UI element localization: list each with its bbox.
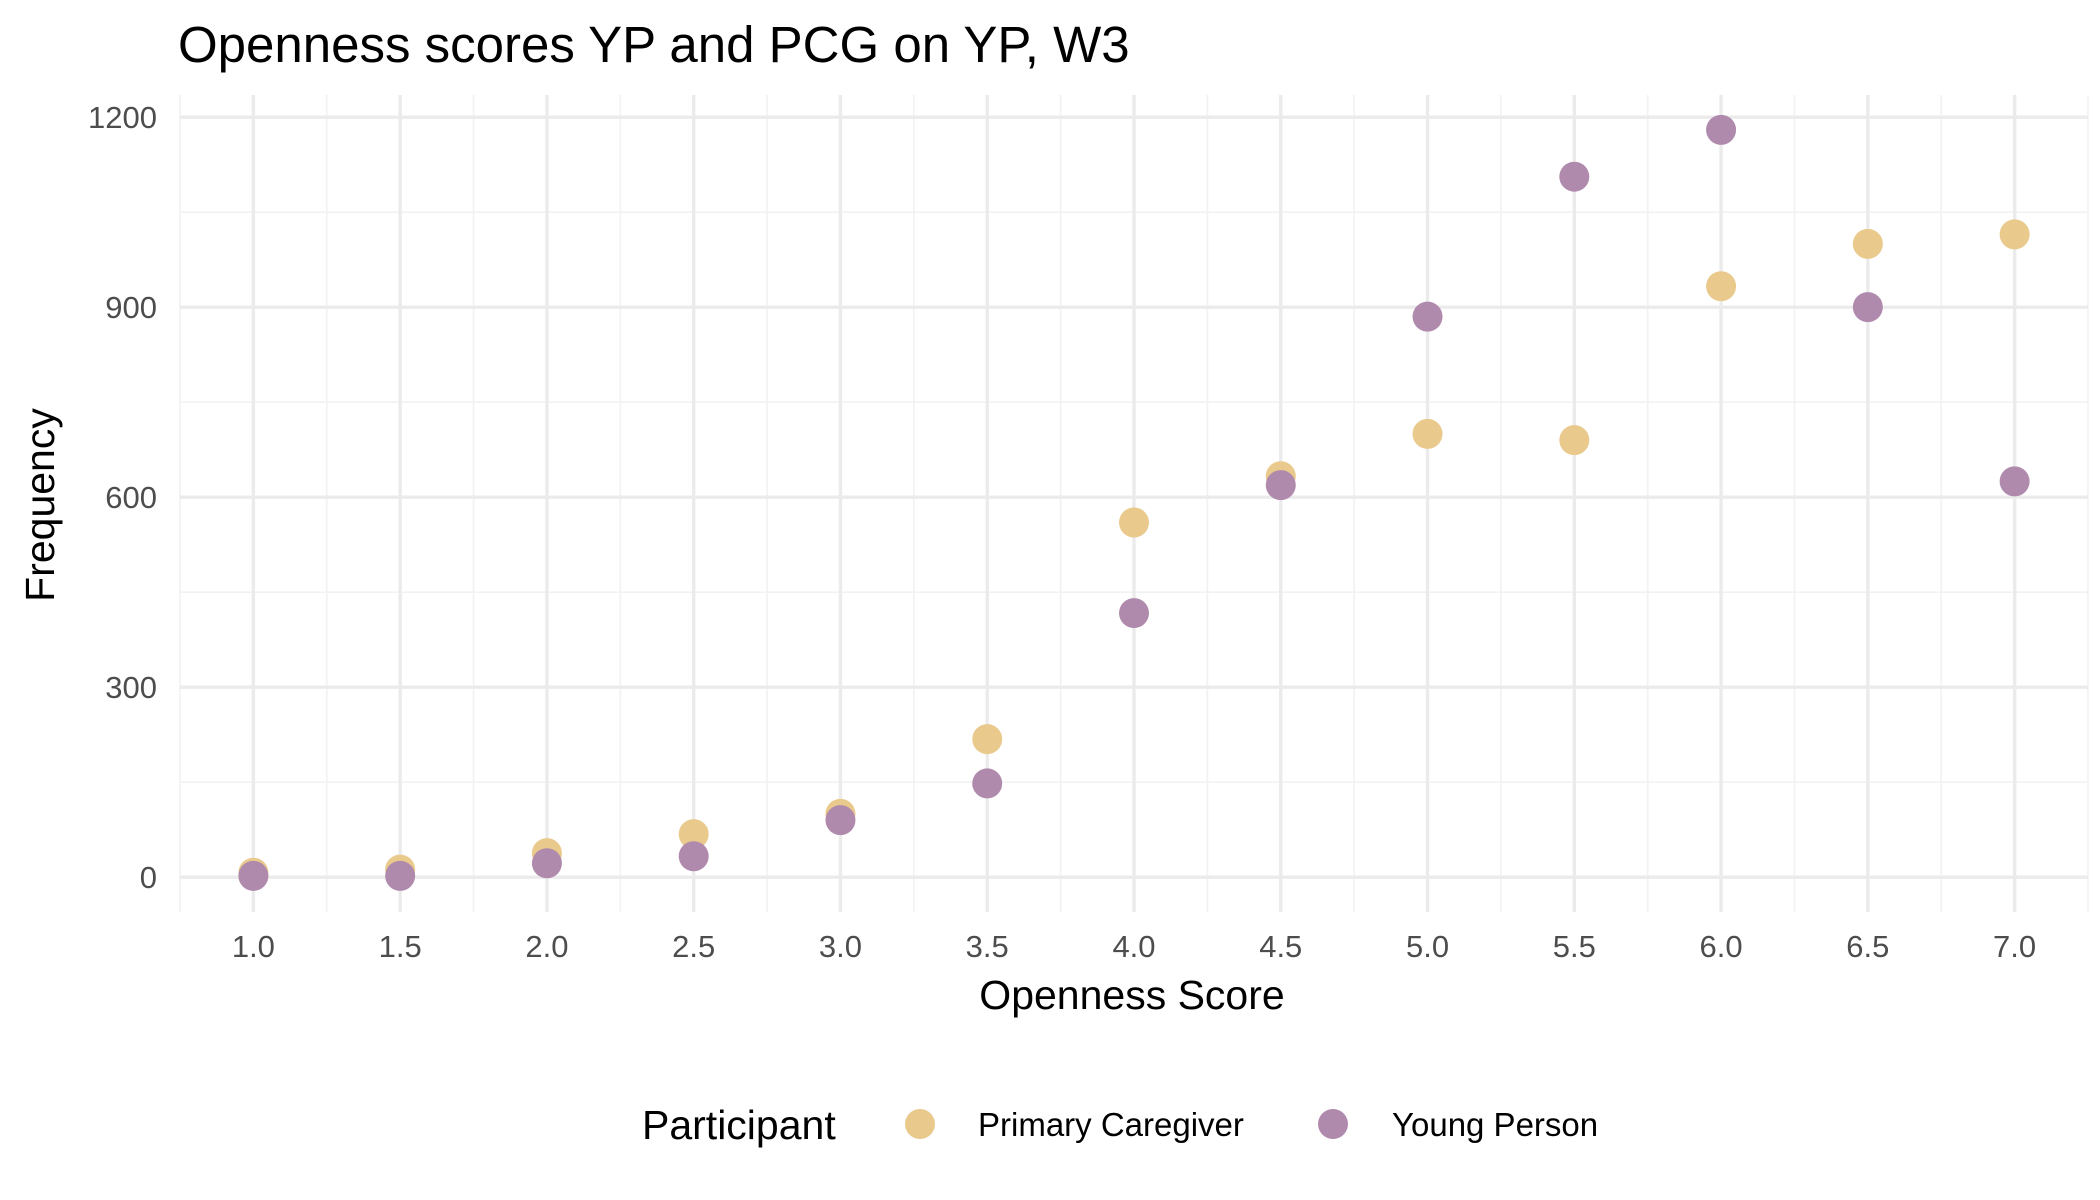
data-point	[972, 724, 1003, 755]
major-gridlines	[180, 95, 2088, 912]
data-point	[1706, 271, 1737, 302]
x-tick-label: 2.5	[672, 929, 715, 964]
x-tick-label: 5.5	[1553, 929, 1596, 964]
x-tick-label: 1.5	[379, 929, 422, 964]
data-points	[238, 114, 2030, 891]
x-tick-label: 3.0	[819, 929, 862, 964]
x-tick-label: 6.0	[1700, 929, 1743, 964]
data-point	[1412, 418, 1443, 449]
data-point	[1999, 219, 2030, 250]
legend-title: Participant	[642, 1102, 836, 1148]
data-point	[1265, 470, 1296, 501]
data-point	[1852, 292, 1883, 323]
data-point	[678, 819, 709, 850]
x-tick-label: 6.5	[1846, 929, 1889, 964]
y-axis-ticks: 0 300 600 900 1200	[88, 100, 157, 895]
y-tick-label: 900	[105, 290, 157, 325]
y-tick-label: 0	[140, 860, 157, 895]
data-point	[1119, 507, 1149, 538]
data-point	[531, 848, 562, 879]
data-point	[1852, 228, 1883, 259]
legend-label: Primary Caregiver	[978, 1106, 1244, 1143]
data-point	[1706, 114, 1737, 145]
legend-label: Young Person	[1392, 1106, 1598, 1143]
x-tick-label: 4.5	[1259, 929, 1302, 964]
x-axis-title: Openness Score	[979, 972, 1284, 1018]
legend-key	[1318, 1109, 1348, 1139]
data-point	[1999, 466, 2030, 497]
x-tick-label: 3.5	[966, 929, 1009, 964]
x-tick-label: 7.0	[1993, 929, 2036, 964]
data-point	[1412, 301, 1443, 332]
x-axis-ticks: 1.0 1.5 2.0 2.5 3.0 3.5 4.0 4.5 5.0 5.5 6.0 6.5 7.0	[232, 929, 2036, 964]
y-axis-title: Frequency	[17, 408, 63, 602]
chart-title: Openness scores YP and PCG on YP, W3	[178, 16, 1130, 73]
data-point	[972, 768, 1003, 799]
x-tick-label: 4.0	[1112, 929, 1155, 964]
legend-key	[905, 1109, 935, 1139]
x-tick-label: 1.0	[232, 929, 275, 964]
y-tick-label: 1200	[88, 100, 157, 135]
data-point	[825, 805, 856, 836]
x-tick-label: 5.0	[1406, 929, 1449, 964]
data-point	[238, 860, 269, 891]
data-point	[678, 841, 709, 872]
data-point	[1559, 161, 1590, 192]
y-tick-label: 600	[105, 480, 157, 515]
data-point	[385, 860, 416, 891]
data-point	[1559, 425, 1590, 456]
data-point	[1119, 598, 1149, 629]
x-tick-label: 2.0	[525, 929, 568, 964]
y-tick-label: 300	[105, 670, 157, 705]
legend: Participant Primary Caregiver Young Perso…	[642, 1102, 1598, 1148]
